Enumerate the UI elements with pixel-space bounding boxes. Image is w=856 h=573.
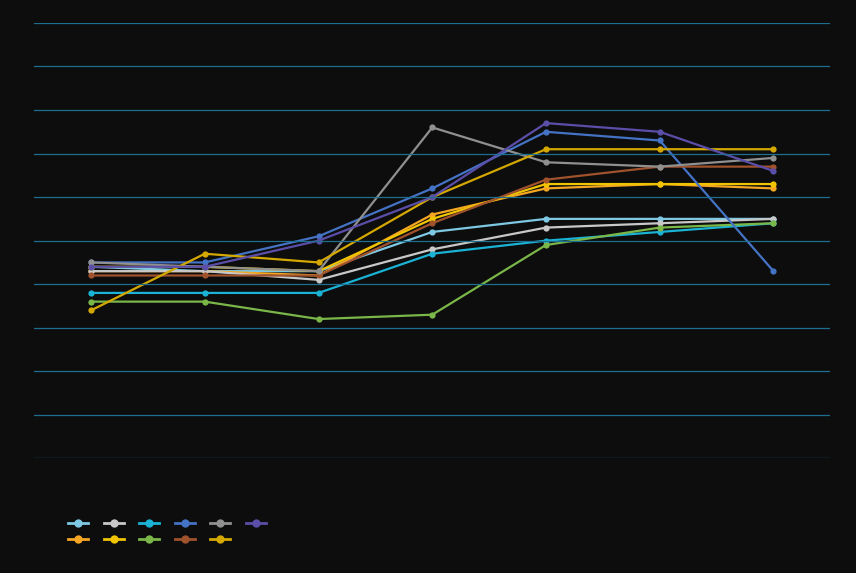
- Legend: , , , , , , , , , , : , , , , , , , , , ,: [63, 514, 272, 549]
